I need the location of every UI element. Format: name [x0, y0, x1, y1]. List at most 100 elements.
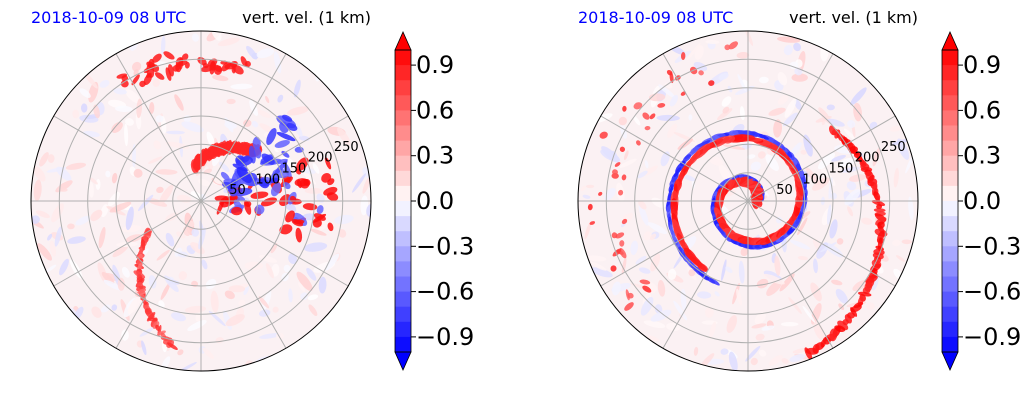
field-cell: [159, 184, 174, 205]
field-cell: [831, 154, 846, 162]
field-cell: [650, 309, 672, 322]
field-cell: [257, 109, 271, 118]
convective-cell: [279, 224, 293, 235]
updraft-cell: [224, 62, 237, 70]
outer-cell: [589, 221, 596, 225]
field-cell: [251, 121, 259, 128]
panel-2-date-title: 2018-10-09 08 UTC: [578, 8, 733, 27]
field-cell: [682, 174, 696, 182]
outer-cell: [724, 44, 731, 51]
panel-1-colorbar-label-0p6: 0.6: [416, 96, 454, 124]
field-cell: [853, 102, 862, 122]
outer-cell: [708, 80, 715, 86]
colorbar-swatch: [942, 246, 958, 262]
field-cell: [334, 214, 354, 225]
rainband-cell: [876, 204, 883, 210]
field-cell: [125, 89, 141, 104]
field-cell: [176, 231, 186, 239]
field-cell: [895, 255, 906, 262]
field-cell: [908, 196, 914, 221]
field-cell: [100, 204, 109, 218]
field-cell: [802, 305, 816, 323]
convective-cell: [250, 191, 269, 199]
field-cell: [148, 156, 163, 164]
colorbar-swatch: [395, 261, 411, 278]
panel-2-colorbar-label-0p9: 0.9: [963, 51, 1001, 79]
convective-cell: [283, 161, 292, 179]
updraft-cell: [163, 51, 175, 60]
field-cell: [211, 31, 222, 41]
colorbar-swatch: [942, 50, 958, 66]
panel-2-colorbar-ticks: [958, 64, 963, 338]
field-cell: [265, 263, 274, 279]
field-cell: [51, 203, 64, 223]
field-cell: [783, 44, 793, 56]
field-cell: [112, 244, 129, 258]
field-cell: [638, 203, 649, 226]
panel-2-colorbar-label-m0p9: −0.9: [963, 323, 1021, 351]
field-cell: [720, 348, 729, 355]
convective-cell: [270, 182, 282, 197]
field-cell: [893, 167, 899, 188]
field-cell: [766, 279, 783, 296]
field-cell: [839, 157, 855, 168]
field-cell: [201, 259, 208, 270]
field-cell: [761, 325, 775, 331]
colorbar-swatch: [395, 231, 411, 247]
colorbar-swatch: [395, 95, 411, 111]
field-cell: [793, 42, 802, 52]
field-cell: [249, 99, 259, 116]
field-cell: [604, 187, 616, 201]
colorbar-swatch: [942, 291, 958, 308]
field-cell: [338, 229, 347, 238]
colorbar-swatch: [395, 80, 411, 96]
field-cell: [635, 255, 647, 265]
field-cell: [93, 104, 100, 119]
field-cell: [847, 120, 856, 128]
field-cell: [152, 78, 160, 87]
field-cell: [611, 281, 621, 296]
field-cell: [258, 296, 269, 309]
field-cell: [127, 295, 142, 315]
colorbar-swatch: [395, 125, 411, 142]
field-cell: [740, 247, 749, 257]
panel-1-date-title: 2018-10-09 08 UTC: [31, 8, 186, 27]
field-cell: [362, 176, 371, 194]
field-cell: [768, 107, 786, 116]
field-cell: [699, 353, 715, 369]
colorbar-swatch: [395, 50, 411, 66]
eyewall-cell: [697, 263, 709, 272]
angular-gridline: [115, 53, 202, 202]
field-cell: [259, 333, 281, 339]
field-cell: [80, 103, 88, 113]
field-cell: [155, 169, 178, 175]
field-cell: [56, 166, 72, 181]
colorbar-swatch: [942, 336, 958, 353]
field-cell: [667, 268, 677, 280]
angular-gridline: [200, 200, 349, 287]
field-cell: [815, 115, 832, 123]
field-cell: [270, 243, 278, 254]
field-cell: [725, 266, 733, 273]
field-cell: [137, 194, 154, 212]
convective-cell: [321, 172, 332, 183]
colorbar-swatch: [942, 155, 958, 172]
field-cell: [714, 291, 720, 297]
field-cell: [580, 185, 587, 192]
panel-2-colorbar-label-0p3: 0.3: [963, 142, 1001, 170]
field-cell: [49, 240, 57, 257]
field-cell: [108, 191, 120, 207]
outer-cell: [615, 232, 625, 239]
field-cell: [352, 173, 366, 193]
outer-cell: [649, 113, 656, 120]
field-cell: [721, 96, 732, 107]
field-cell: [100, 304, 111, 313]
outer-cell: [619, 240, 625, 247]
field-cell: [850, 87, 867, 106]
field-cell: [47, 233, 53, 241]
colorbar-extend-max: [941, 31, 959, 51]
field-cell: [754, 312, 766, 325]
panel-1-colorbar-swatches: [394, 31, 412, 371]
band-cell: [150, 317, 158, 328]
